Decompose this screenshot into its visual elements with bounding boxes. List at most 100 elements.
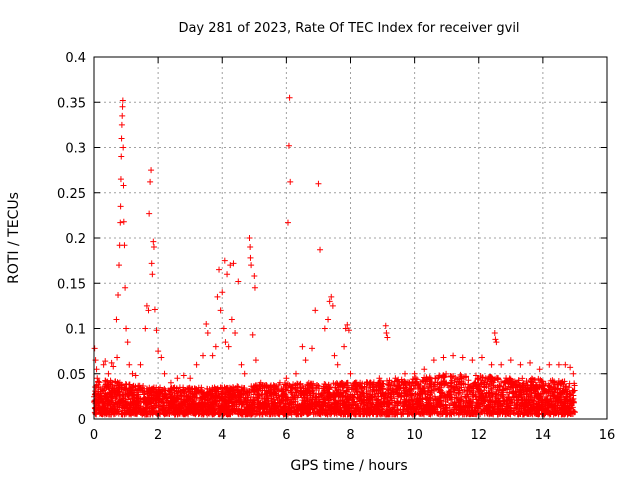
band-point [486, 381, 493, 388]
band-point [441, 405, 448, 412]
band-point [99, 409, 106, 416]
band-point [138, 387, 145, 394]
band-point [383, 386, 390, 393]
band-point [386, 410, 393, 417]
band-point [270, 386, 277, 393]
band-point [163, 395, 170, 402]
band-point [401, 396, 408, 403]
x-tick-label: 6 [282, 428, 290, 443]
band-point [507, 411, 514, 418]
data-point [124, 339, 131, 346]
band-point [114, 399, 121, 406]
band-point [172, 411, 179, 418]
band-point [92, 400, 99, 407]
data-point [241, 370, 248, 377]
band-point [527, 406, 534, 413]
band-point [476, 383, 483, 390]
band-point [559, 410, 566, 417]
band-point [475, 386, 482, 393]
data-point [285, 142, 292, 149]
band-point [228, 396, 235, 403]
band-point [426, 380, 433, 387]
band-point [511, 378, 518, 385]
band-point [452, 384, 459, 391]
y-tick-label: 0.1 [65, 323, 86, 338]
data-point [180, 372, 187, 379]
band-point [544, 399, 551, 406]
band-point [115, 384, 122, 391]
band-point [412, 401, 419, 408]
data-point [392, 375, 399, 382]
band-point [370, 381, 377, 388]
y-tick-label: 0 [78, 413, 86, 428]
band-point [265, 400, 272, 407]
band-point [367, 393, 374, 400]
data-point [203, 320, 210, 327]
data-point [146, 210, 153, 217]
band-point [221, 402, 228, 409]
band-point [307, 397, 314, 404]
band-point [335, 382, 342, 389]
band-point [361, 406, 368, 413]
data-point [287, 178, 294, 185]
data-point [440, 354, 447, 361]
band-point [431, 393, 438, 400]
band-point [448, 394, 455, 401]
band-point [279, 393, 286, 400]
data-point [309, 345, 316, 352]
band-point [400, 402, 407, 409]
data-point [158, 354, 165, 361]
band-point [437, 394, 444, 401]
band-point [296, 402, 303, 409]
band-point [271, 383, 278, 390]
data-point [200, 352, 207, 359]
band-point [475, 375, 482, 382]
band-point [258, 391, 265, 398]
data-point [478, 354, 485, 361]
band-point [376, 382, 383, 389]
band-point [486, 404, 493, 411]
band-point [468, 404, 475, 411]
band-point [432, 375, 439, 382]
band-point [458, 402, 465, 409]
data-point [114, 354, 121, 361]
data-point [118, 153, 125, 160]
band-point [130, 409, 137, 416]
band-point [352, 401, 359, 408]
data-point [204, 330, 211, 337]
band-point [204, 406, 211, 413]
band-point [445, 389, 452, 396]
band-point [336, 391, 343, 398]
data-point [252, 357, 259, 364]
band-point [117, 392, 124, 399]
band-point [401, 389, 408, 396]
data-point [328, 293, 335, 300]
axis-ticks [93, 56, 608, 420]
data-point [257, 379, 264, 386]
band-point [332, 397, 339, 404]
band-point [554, 381, 561, 388]
data-point [347, 370, 354, 377]
band-point [132, 404, 139, 411]
band-point [473, 402, 480, 409]
data-point [95, 384, 102, 391]
data-point [286, 94, 293, 101]
band-point [505, 394, 512, 401]
x-tick-label: 8 [346, 428, 354, 443]
band-point [244, 389, 251, 396]
band-point [325, 385, 332, 392]
data-point [411, 370, 418, 377]
band-point [153, 384, 160, 391]
band-point [425, 376, 432, 383]
data-point [344, 321, 351, 328]
band-point [419, 389, 426, 396]
data-point [292, 370, 299, 377]
band-point [481, 381, 488, 388]
band-point [431, 387, 438, 394]
data-point [321, 325, 328, 332]
band-point [522, 403, 529, 410]
data-point [167, 379, 174, 386]
data-point [150, 238, 157, 245]
band-point [289, 399, 296, 406]
band-point [566, 384, 573, 391]
